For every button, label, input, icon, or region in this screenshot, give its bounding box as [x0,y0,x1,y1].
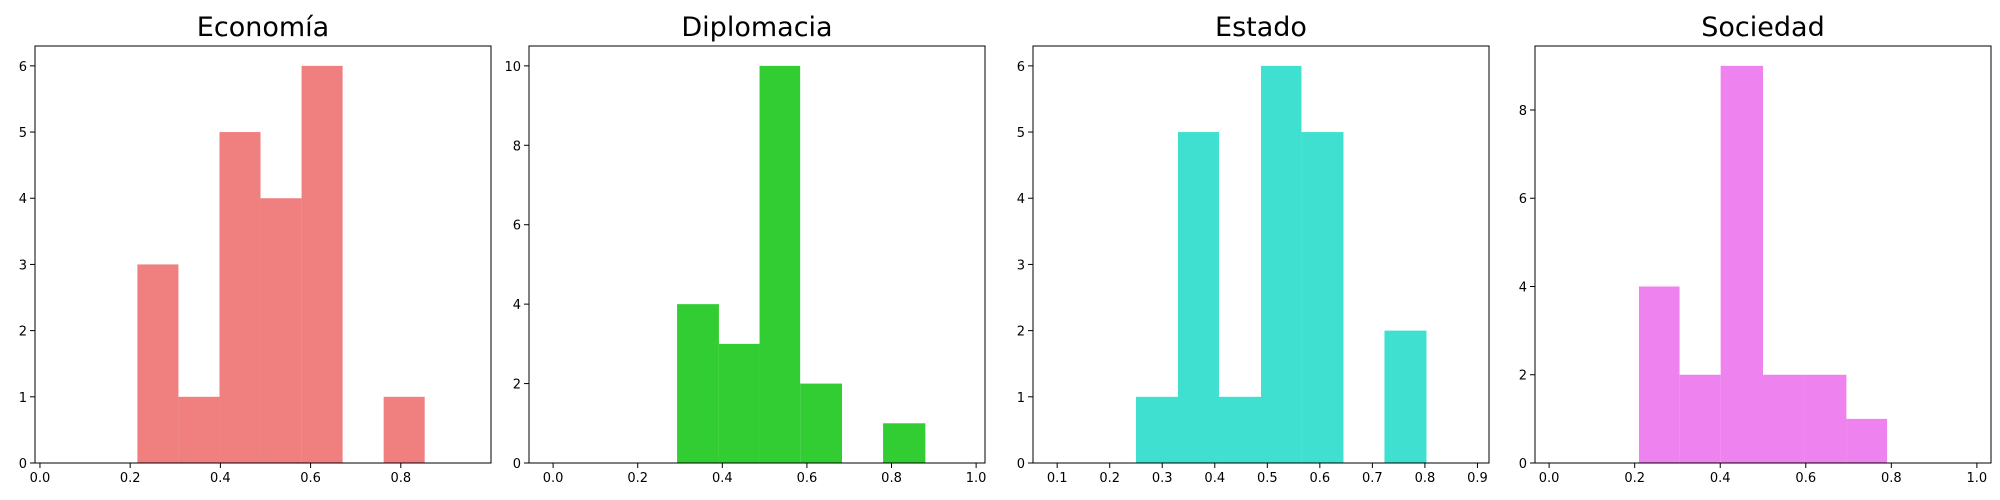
x-tick-label: 0.0 [30,471,51,486]
axes-frame [34,45,492,464]
bar [383,396,425,463]
y-tick-label: 2 [1017,325,1025,340]
axes-frame [1534,45,1992,464]
y-tick-label: 2 [19,325,27,340]
x-tick-label: 0.7 [1362,471,1383,486]
chart-title: Diplomacia [681,12,832,43]
y-tick-label: 1 [1017,391,1025,406]
bar [1638,286,1680,463]
x-tick-label: 0.2 [1624,471,1645,486]
x-tick-label: 0.6 [1309,471,1330,486]
bar [1384,330,1427,463]
y-tick-label: 2 [1519,369,1527,384]
axes-frame [1032,45,1490,464]
bar [1218,396,1261,463]
bar [260,198,302,463]
chart-title: Estado [1215,12,1307,43]
y-tick-label: 3 [1017,258,1025,273]
x-tick-label: 0.2 [120,471,141,486]
y-tick-label: 4 [1017,192,1025,207]
y-tick-label: 2 [513,378,521,393]
x-tick-label: 0.4 [712,471,733,486]
y-tick-label: 0 [513,457,521,472]
bar [800,383,843,463]
bar [178,396,220,463]
y-tick-label: 10 [504,60,521,75]
chart-title: Sociedad [1701,12,1824,43]
y-tick-label: 1 [19,391,27,406]
y-tick-label: 6 [1017,60,1025,75]
y-tick-label: 6 [513,219,521,234]
y-tick-label: 0 [19,457,27,472]
bar [1177,132,1219,464]
x-tick-label: 0.8 [881,471,902,486]
x-tick-label: 0.2 [627,471,648,486]
axes-frame [528,45,986,464]
x-tick-label: 0.9 [1467,471,1488,486]
y-tick-label: 4 [513,298,521,313]
bar [1804,374,1847,463]
x-tick-label: 0.8 [1881,471,1902,486]
bar [301,65,343,463]
x-tick-label: 0.0 [1539,471,1560,486]
bar [883,423,926,463]
x-tick-label: 0.6 [300,471,321,486]
x-tick-label: 0.6 [797,471,818,486]
x-tick-label: 0.5 [1257,471,1278,486]
bar [1720,65,1763,463]
bar [677,304,719,463]
x-tick-label: 0.6 [1795,471,1816,486]
y-tick-label: 6 [19,60,27,75]
x-tick-label: 1.0 [966,471,987,486]
x-tick-label: 0.4 [1204,471,1225,486]
y-tick-label: 5 [1017,126,1025,141]
y-tick-label: 6 [1519,192,1527,207]
x-tick-label: 0.4 [1710,471,1731,486]
y-tick-label: 0 [1519,457,1527,472]
bar [1846,418,1888,463]
y-tick-label: 8 [513,139,521,154]
x-tick-label: 0.8 [390,471,411,486]
bar [137,264,179,463]
x-tick-label: 0.1 [1047,471,1068,486]
y-tick-label: 5 [19,126,27,141]
bar [1135,396,1178,463]
x-tick-label: 0.8 [1415,471,1436,486]
x-tick-label: 1.0 [1967,471,1988,486]
bar [219,132,261,464]
bar [1763,374,1805,463]
x-tick-label: 0.0 [543,471,564,486]
bar [718,343,760,463]
bar [1679,374,1721,463]
bar [1301,132,1344,464]
y-tick-label: 4 [19,192,27,207]
y-tick-label: 8 [1519,104,1527,119]
x-tick-label: 0.4 [210,471,231,486]
y-tick-label: 0 [1017,457,1025,472]
x-tick-label: 0.2 [1099,471,1120,486]
chart-title: Economía [197,12,329,43]
bar [759,65,801,463]
y-tick-label: 4 [1519,280,1527,295]
x-tick-label: 0.3 [1152,471,1173,486]
y-tick-label: 3 [19,258,27,273]
bar [1261,65,1302,463]
